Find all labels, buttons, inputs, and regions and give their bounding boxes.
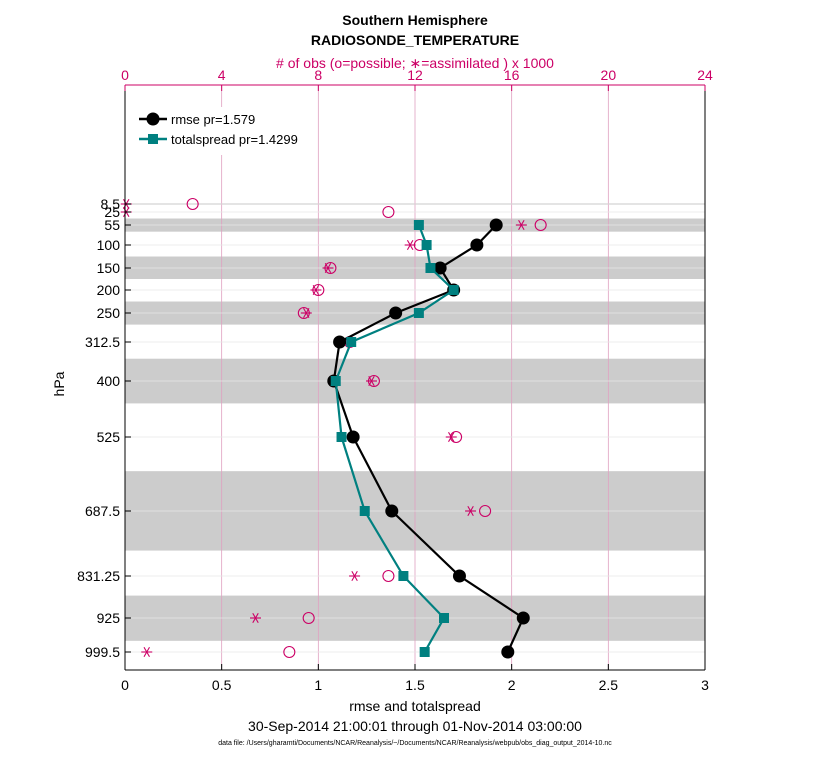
obs-assimilated-marker (366, 375, 377, 387)
legend-rmse-marker (146, 112, 160, 126)
top-tick-label: 20 (601, 67, 617, 83)
rmse-point (489, 218, 503, 232)
legend-box (131, 107, 317, 155)
asterisk-stroke (518, 219, 525, 231)
rmse-point (501, 645, 515, 659)
y-tick-label: 999.5 (85, 644, 120, 660)
totalspread-point (359, 506, 370, 516)
obs-possible-marker (534, 218, 547, 232)
rmse-point (433, 261, 447, 275)
x-tick-label: 0 (121, 677, 129, 693)
y-tick-label: 200 (97, 282, 121, 298)
asterisk-stroke (324, 262, 332, 274)
obs-assimilated-marker (445, 431, 457, 443)
totalspread-point (336, 432, 347, 442)
y-tick-label: 100 (97, 237, 121, 253)
x-tick-label: 2.5 (599, 677, 619, 693)
y-tick-label: 925 (97, 610, 121, 626)
obs-assimilated-marker (515, 219, 527, 231)
y-tick-label: 55 (104, 217, 120, 233)
rmse-point (346, 430, 360, 444)
obs-assimilated-marker (300, 307, 312, 319)
series-lines (327, 218, 530, 659)
obs-possible-marker (302, 611, 315, 625)
totalspread-point (330, 376, 341, 386)
y-tick-label: 250 (97, 305, 121, 321)
asterisk-stroke (467, 505, 474, 517)
totalspread-point (421, 240, 432, 250)
rmse-point (333, 335, 347, 349)
x-tick-label: 0.5 (212, 677, 232, 693)
totalspread-point (413, 308, 424, 318)
top-axis-label: # of obs (o=possible; ∗=assimilated ) x … (276, 55, 554, 71)
totalspread-point (425, 263, 436, 273)
obs-possible-marker (479, 504, 492, 518)
rmse-point (470, 238, 484, 252)
asterisk-stroke (143, 646, 150, 658)
totalspread-point (398, 571, 409, 581)
obs-assimilated-marker (250, 612, 261, 624)
legend-spread-marker (148, 134, 158, 144)
chart-subtitle: RADIOSONDE_TEMPERATURE (311, 32, 519, 48)
x-axis-label: rmse and totalspread (349, 698, 481, 714)
obs-possible-marker (382, 569, 395, 583)
date-range-label: 30-Sep-2014 21:00:01 through 01-Nov-2014… (248, 718, 582, 734)
y-tick-label: 150 (97, 260, 121, 276)
file-note: data file: /Users/gharamti/Documents/NCA… (218, 740, 612, 747)
totalspread-point (439, 613, 449, 623)
obs-possible-marker (186, 197, 199, 211)
top-tick-label: 12 (407, 67, 423, 83)
totalspread-point (419, 647, 430, 657)
obs-assimilated-marker (322, 262, 334, 274)
asterisk-stroke (252, 612, 259, 624)
asterisk-stroke (351, 570, 358, 582)
rmse-point (389, 306, 403, 320)
x-tick-label: 3 (701, 677, 709, 693)
y-tick-label: 25 (104, 204, 120, 220)
legend-spread-label: totalspread pr=1.4299 (171, 132, 298, 147)
y-tick-label: 687.5 (85, 503, 120, 519)
top-tick-label: 24 (697, 67, 713, 83)
obs-assimilated-marker (141, 646, 153, 658)
totalspread-point (346, 337, 357, 347)
y-tick-label: 400 (97, 373, 121, 389)
obs-possible-marker (382, 205, 395, 219)
rmse-line (332, 224, 525, 653)
y-tick-label: 312.5 (85, 334, 120, 350)
totalspread-point (448, 285, 459, 295)
y-axis-label: hPa (51, 371, 67, 396)
top-tick-label: 0 (121, 67, 129, 83)
obs-assimilated-marker (404, 239, 416, 251)
asterisk-stroke (303, 307, 310, 319)
y-tick-label: 8.5 (101, 196, 121, 212)
obs-assimilated-marker (465, 505, 477, 517)
legend-rmse-label: rmse pr=1.579 (171, 112, 255, 127)
rmse-point (516, 611, 530, 625)
x-tick-label: 1 (314, 677, 322, 693)
obs-possible-marker (283, 645, 296, 659)
rmse-point (385, 504, 399, 518)
top-tick-label: 4 (218, 67, 226, 83)
top-tick-label: 16 (504, 67, 520, 83)
y-tick-label: 525 (97, 429, 121, 445)
top-tick-label: 8 (314, 67, 322, 83)
asterisk-stroke (406, 239, 414, 251)
legend: rmse pr=1.579 totalspread pr=1.4299 (131, 107, 317, 155)
obs-assimilated-marker (310, 284, 322, 296)
y-tick-label: 831.25 (77, 568, 120, 584)
asterisk-stroke (368, 375, 375, 387)
chart-title: Southern Hemisphere (342, 12, 488, 28)
obs-assimilated-marker (349, 570, 361, 582)
asterisk-stroke (448, 431, 455, 443)
x-tick-label: 2 (508, 677, 516, 693)
totalspread-point (413, 220, 424, 230)
x-tick-label: 1.5 (405, 677, 425, 693)
rmse-point (452, 569, 466, 583)
asterisk-stroke (312, 284, 320, 296)
